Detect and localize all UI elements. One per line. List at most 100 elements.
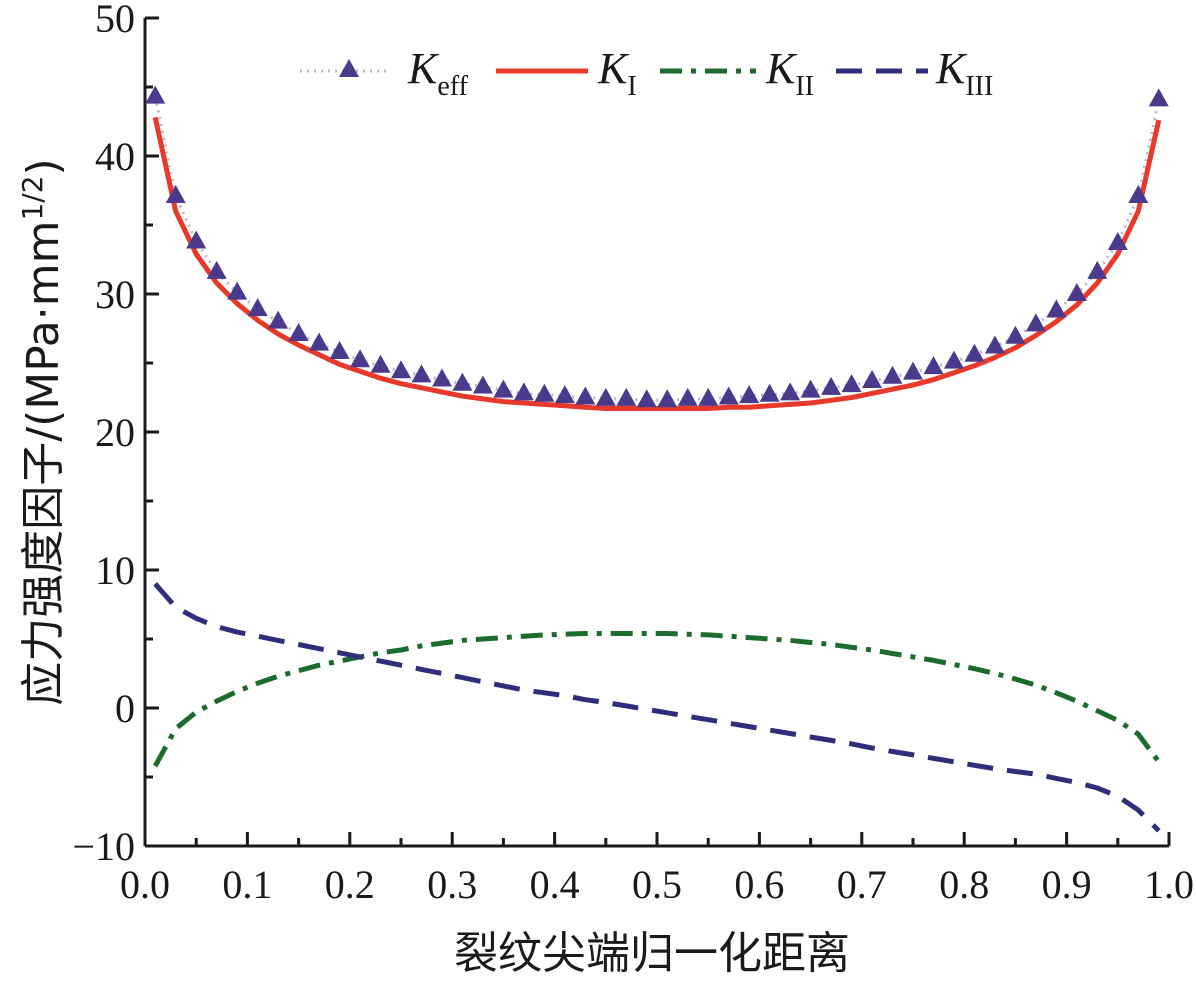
keff-point: [1025, 313, 1046, 332]
keff-point: [759, 383, 780, 402]
keff-point: [268, 310, 289, 329]
legend-k2-symbol: K: [765, 44, 798, 93]
keff-point: [903, 361, 923, 380]
series-k3-line: [153, 582, 1161, 833]
keff-point: [964, 343, 985, 362]
legend-keff-subscript: eff: [437, 71, 468, 102]
x-tick-label: 0.1: [222, 862, 272, 907]
legend-k1-subscript: I: [627, 71, 636, 102]
legend-item-k1: KI: [496, 44, 637, 102]
x-tick-label: 0.4: [530, 862, 580, 907]
keff-point: [493, 379, 514, 398]
y-tick-label: 10: [95, 548, 135, 593]
x-tick-label: 0.2: [325, 862, 375, 907]
y-axis-ticks: −10 0 10 20 30 40 50: [72, 0, 159, 869]
legend-k2-subscript: II: [795, 71, 814, 102]
legend-keff-label: Keff: [407, 44, 469, 102]
x-tick-label: 0.0: [120, 862, 170, 907]
keff-point: [923, 356, 944, 375]
keff-point: [739, 385, 760, 404]
y-tick-label: 20: [95, 410, 135, 455]
keff-point: [821, 376, 842, 395]
keff-point: [1066, 283, 1087, 301]
keff-point: [329, 340, 350, 359]
legend-background: [296, 52, 1000, 104]
keff-point: [411, 364, 432, 383]
keff-point: [309, 332, 330, 351]
series-k2-line: [153, 631, 1161, 768]
keff-point: [452, 372, 473, 391]
keff-point: [800, 379, 821, 398]
legend-k1-label: KI: [597, 44, 637, 102]
keff-point: [984, 335, 1005, 354]
keff-point: [554, 385, 575, 404]
legend-keff-triangle-marker: [339, 59, 359, 77]
keff-point: [575, 386, 596, 405]
x-tick-label: 0.9: [1042, 862, 1092, 907]
legend-item-k3: KIII: [836, 44, 993, 102]
y-axis-title: 应力强度因子/(MPa·mm1/2): [16, 158, 69, 705]
legend: Keff KI KII KIII: [296, 44, 1000, 104]
keff-point: [534, 383, 555, 402]
y-axis-title-close: ): [18, 158, 69, 175]
y-tick-label: 40: [95, 134, 135, 179]
keff-point: [841, 374, 862, 393]
keff-point: [165, 185, 186, 204]
x-tick-label: 1.0: [1144, 862, 1194, 907]
keff-point: [227, 281, 248, 300]
keff-point: [1005, 325, 1026, 344]
legend-item-keff: Keff: [300, 44, 469, 102]
keff-point: [943, 350, 964, 369]
keff-point: [595, 387, 616, 406]
y-tick-label: 0: [115, 686, 135, 731]
keff-point: [616, 387, 637, 406]
series-layer: [145, 85, 1169, 833]
keff-point: [1148, 88, 1169, 107]
y-tick-label: 30: [95, 272, 135, 317]
x-axis-title: 裂纹尖端归一化距离: [454, 928, 850, 979]
legend-k3-label: KIII: [935, 44, 993, 102]
x-tick-label: 0.3: [427, 862, 477, 907]
legend-k1-symbol: K: [597, 44, 630, 93]
keff-point: [431, 368, 452, 387]
keff-point: [145, 85, 166, 104]
keff-point: [247, 298, 268, 317]
legend-k3-subscript: III: [965, 71, 993, 102]
keff-point: [677, 387, 698, 406]
keff-point: [370, 354, 391, 373]
keff-point: [513, 382, 534, 401]
x-tick-label: 0.6: [734, 862, 784, 907]
keff-point: [206, 260, 227, 279]
legend-k2-label: KII: [765, 44, 814, 102]
keff-point: [1128, 185, 1149, 204]
keff-point: [882, 365, 903, 384]
series-k1-line: [152, 116, 1162, 411]
keff-point: [288, 323, 309, 342]
keff-point: [391, 360, 411, 379]
keff-point: [718, 386, 739, 405]
y-tick-label: −10: [72, 824, 135, 869]
keff-point: [1046, 299, 1067, 318]
keff-point: [780, 382, 801, 401]
keff-point: [1107, 231, 1128, 250]
x-tick-label: 0.7: [837, 862, 887, 907]
keff-point: [636, 389, 657, 408]
keff-point: [1087, 260, 1108, 279]
x-tick-label: 0.5: [632, 862, 682, 907]
y-axis-title-superscript: 1/2: [16, 175, 49, 220]
keff-point: [698, 387, 719, 406]
x-axis-ticks: 0.0 0.1 0.2 0.3 0.4 0.5 0.6 0.7 0.8 0.9 1.0: [120, 832, 1194, 907]
keff-point: [186, 230, 207, 249]
keff-point: [862, 369, 883, 388]
legend-keff-symbol: K: [407, 44, 440, 93]
series-keff-line: [153, 96, 1161, 402]
keff-point: [657, 389, 678, 408]
keff-point: [472, 375, 493, 394]
y-tick-label: 50: [95, 0, 135, 41]
keff-point: [350, 349, 371, 368]
legend-item-k2: KII: [660, 44, 814, 102]
y-axis-title-main: 应力强度因子/(MPa·mm: [18, 221, 69, 706]
x-tick-label: 0.8: [939, 862, 989, 907]
legend-k3-symbol: K: [935, 44, 968, 93]
